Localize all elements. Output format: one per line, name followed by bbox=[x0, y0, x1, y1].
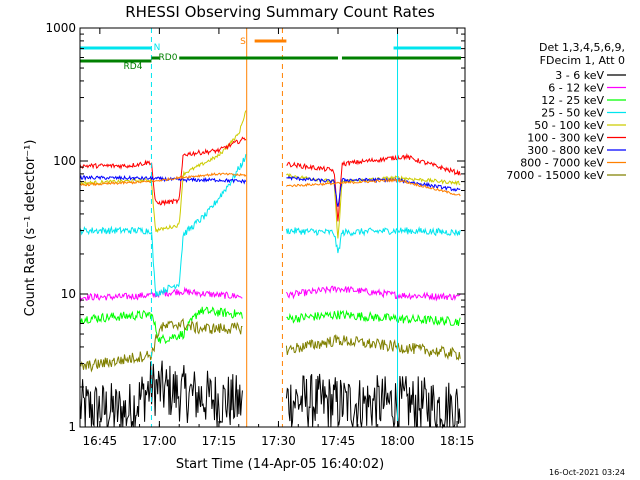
series-line-300-800-kev-part-1 bbox=[79, 174, 247, 185]
legend-label: 100 - 300 keV bbox=[527, 132, 604, 145]
legend-label: 800 - 7000 keV bbox=[520, 157, 604, 170]
series-line-300-800-kev-part-2 bbox=[286, 175, 461, 207]
footer-date: 16-Oct-2021 03:24 bbox=[549, 468, 625, 477]
chart-title: RHESSI Observing Summary Count Rates bbox=[125, 3, 435, 21]
x-tick-label: 16:45 bbox=[83, 434, 118, 448]
series-line-6-12-kev-part-2 bbox=[285, 285, 461, 302]
plot-layer: N S RD0 RD4 bbox=[79, 28, 466, 429]
legend-label: 25 - 50 keV bbox=[541, 107, 604, 120]
legend-label: 6 - 12 keV bbox=[548, 82, 604, 95]
y-tick-label: 1 bbox=[68, 420, 76, 434]
flag-label-rd4: RD4 bbox=[124, 62, 143, 72]
series-line-12-25-kev-part-1 bbox=[79, 306, 243, 345]
series-line-7000-15000-kev-part-1 bbox=[79, 317, 243, 373]
x-tick-label: 17:30 bbox=[261, 434, 296, 448]
y-tick-label: 1000 bbox=[45, 21, 76, 35]
series-line-7000-15000-kev-part-2 bbox=[285, 334, 461, 361]
x-tick-label: 17:00 bbox=[142, 434, 177, 448]
y-axis-label: Count Rate (s⁻¹ detector⁻¹) bbox=[23, 140, 38, 317]
x-tick-label: 18:15 bbox=[440, 434, 475, 448]
y-tick-label: 100 bbox=[53, 154, 76, 168]
series-line-25-50-kev-part-2 bbox=[285, 226, 461, 254]
x-tick-label: 17:15 bbox=[202, 434, 237, 448]
x-tick-label: 17:45 bbox=[321, 434, 356, 448]
flag-label-s: S bbox=[240, 37, 246, 47]
legend-label: 300 - 800 keV bbox=[527, 144, 604, 157]
series-line-800-7000-kev-part-1 bbox=[79, 172, 247, 187]
series-line-3-6-kev-part-1 bbox=[79, 360, 243, 428]
series-line-25-50-kev-part-1 bbox=[79, 154, 247, 297]
legend-label: 7000 - 15000 keV bbox=[506, 169, 604, 182]
legend-label: 12 - 25 keV bbox=[541, 94, 604, 107]
series-line-50-100-kev-part-1 bbox=[79, 110, 247, 234]
series-line-100-300-kev-part-1 bbox=[79, 136, 247, 207]
series-line-800-7000-kev-part-2 bbox=[286, 178, 461, 197]
y-tick-label: 10 bbox=[61, 287, 76, 301]
series-line-100-300-kev-part-2 bbox=[286, 153, 461, 222]
series-line-12-25-kev-part-2 bbox=[286, 309, 461, 326]
x-tick-label: 18:00 bbox=[380, 434, 415, 448]
legend-header-2: FDecim 1, Att 0 bbox=[540, 54, 625, 67]
legend-label: 50 - 100 keV bbox=[534, 119, 604, 132]
series-line-3-6-kev-part-2 bbox=[285, 373, 461, 429]
legend-label: 3 - 6 keV bbox=[555, 69, 604, 82]
axis-layer: 16:45 17:00 17:15 17:30 17:45 18:00 18:15 1 10 10… bbox=[45, 21, 474, 448]
flag-label-rd0: RD0 bbox=[159, 53, 178, 63]
flag-label-n: N bbox=[154, 43, 161, 53]
legend-header-1: Det 1,3,4,5,6,9, bbox=[539, 41, 625, 54]
plot-frame bbox=[79, 27, 466, 428]
x-axis-label: Start Time (14-Apr-05 16:40:02) bbox=[176, 457, 384, 472]
